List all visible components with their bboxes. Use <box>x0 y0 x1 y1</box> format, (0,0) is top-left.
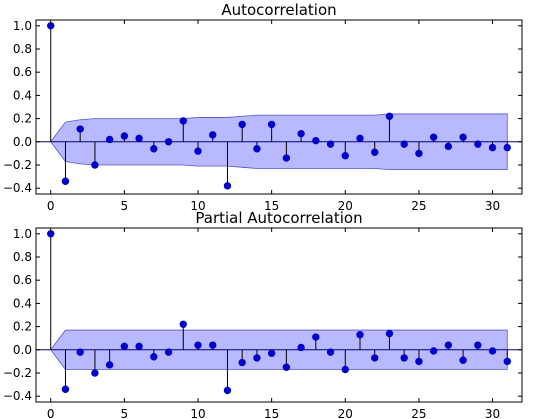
stem-marker <box>297 129 305 138</box>
stem-marker <box>400 354 408 362</box>
stem-marker <box>429 347 438 355</box>
x-tick-label: 5 <box>121 407 129 419</box>
stem-marker <box>238 358 246 367</box>
stem-marker <box>444 142 453 151</box>
stem-marker <box>503 357 511 366</box>
stem-marker <box>91 369 99 377</box>
pacf-chart: −0.4 −0.2 0.0 0.2 0.4 0.6 0.8 1.0 0 5 10 15 20 25 30 Pa… <box>3 209 523 419</box>
stem-marker <box>474 341 482 349</box>
y-tick-label: 0.6 <box>13 273 32 287</box>
stem-marker <box>105 361 114 369</box>
y-tick-label: 0.6 <box>13 65 32 79</box>
stem-marker <box>120 132 129 140</box>
y-tick-label: −0.4 <box>3 389 32 403</box>
x-tick-label: 20 <box>338 199 353 213</box>
x-tick-label: 20 <box>338 407 353 419</box>
y-tick-label: 0.2 <box>13 320 32 334</box>
stem-marker <box>326 140 335 148</box>
stem-marker <box>356 331 364 339</box>
stem-marker <box>415 149 423 158</box>
stem-marker <box>385 329 394 338</box>
stem-marker <box>76 348 84 356</box>
stem-marker <box>135 134 143 143</box>
y-tick-label: 0.2 <box>13 112 32 126</box>
y-tick-label: −0.4 <box>3 181 32 195</box>
stem-marker <box>164 138 173 146</box>
stem-marker <box>474 140 482 148</box>
stem-marker <box>179 117 187 125</box>
stem-marker <box>120 342 129 351</box>
x-tick-label: 10 <box>190 199 205 213</box>
stem-marker <box>341 152 349 160</box>
y-tick-label: 1.0 <box>13 19 32 33</box>
stem-marker <box>488 143 497 152</box>
stem-marker <box>209 131 217 139</box>
stem-marker <box>223 182 232 190</box>
stem-marker <box>253 354 261 362</box>
chart-title: Partial Autocorrelation <box>195 209 362 227</box>
x-tick-label: 10 <box>190 407 205 419</box>
plot-frame <box>35 227 523 403</box>
stem-marker <box>267 120 276 129</box>
y-tick-label: −0.2 <box>3 158 32 172</box>
x-tick-label: 15 <box>264 407 279 419</box>
stem-marker <box>415 357 423 366</box>
stem-marker <box>326 348 335 356</box>
stem-marker <box>61 177 70 185</box>
stem-marker <box>341 365 349 374</box>
stem-marker <box>150 145 158 153</box>
x-tick-label: 15 <box>264 199 279 213</box>
plot-frame <box>35 19 523 195</box>
stem-marker <box>371 148 379 156</box>
stem-marker <box>194 341 202 349</box>
stem-marker <box>223 386 232 395</box>
stem-marker <box>503 143 511 152</box>
stem-marker <box>253 145 261 153</box>
x-tick-label: 5 <box>121 199 129 213</box>
y-tick-label: 0.4 <box>13 296 32 310</box>
x-tick-label: 30 <box>485 199 500 213</box>
stem-marker <box>356 134 364 143</box>
stem-marker <box>209 341 217 349</box>
x-tick-label: 25 <box>411 407 426 419</box>
y-tick-label: 0.8 <box>13 42 32 56</box>
stem-marker <box>282 363 291 371</box>
stem-marker <box>488 347 497 355</box>
stem-marker <box>267 349 276 357</box>
stem-marker <box>429 133 438 141</box>
stem-marker <box>61 385 70 393</box>
x-tick-label: 0 <box>47 199 55 213</box>
y-tick-label: 0.0 <box>13 343 32 357</box>
stem-marker <box>444 341 453 349</box>
acf-chart: −0.4 −0.2 0.0 0.2 0.4 0.6 0.8 1.0 0 5 10 15 20 25 30 Au… <box>3 1 523 213</box>
y-tick-label: 0.0 <box>13 135 32 149</box>
stem-marker <box>459 133 467 141</box>
stem-marker <box>371 354 379 362</box>
chart-title: Autocorrelation <box>221 1 336 19</box>
stem-marker <box>164 348 173 356</box>
x-tick-label: 30 <box>485 407 500 419</box>
stem-marker <box>385 112 394 120</box>
stem-marker <box>135 342 143 351</box>
stem-marker <box>297 343 305 352</box>
stem-marker <box>459 356 467 364</box>
stem-marker <box>179 320 187 328</box>
x-tick-label: 0 <box>47 407 55 419</box>
stem-marker <box>238 120 246 129</box>
stem-marker <box>312 333 320 341</box>
stem-marker <box>76 125 84 133</box>
stem-marker <box>105 135 114 144</box>
stem-marker <box>312 136 320 145</box>
stem-marker <box>282 154 291 162</box>
stem-marker <box>150 353 158 361</box>
y-tick-label: 0.4 <box>13 88 32 102</box>
stem-marker <box>91 161 99 169</box>
x-tick-label: 25 <box>411 199 426 213</box>
y-tick-label: 0.8 <box>13 250 32 264</box>
y-tick-label: −0.2 <box>3 366 32 380</box>
stem-marker <box>400 140 408 148</box>
y-tick-label: 1.0 <box>13 227 32 241</box>
stem-marker <box>194 147 202 155</box>
